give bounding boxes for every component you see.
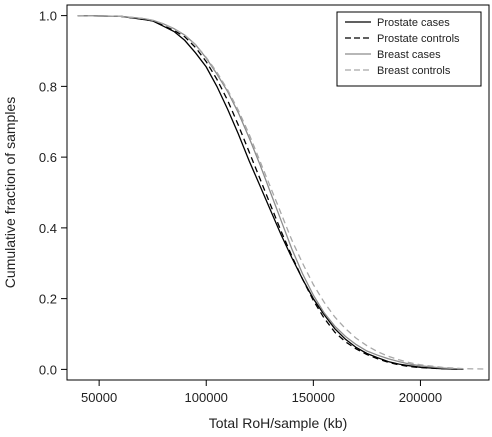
y-tick-label: 0.2 xyxy=(39,292,57,307)
y-axis: 0.0 0.2 0.4 0.6 0.8 1.0 xyxy=(39,9,67,377)
plot-frame xyxy=(66,4,490,381)
x-tick-label: 200000 xyxy=(399,390,442,405)
series-line-prostate-cases xyxy=(77,14,464,371)
x-tick-label: 150000 xyxy=(292,390,335,405)
y-tick-label: 0.0 xyxy=(39,362,57,377)
y-tick-label: 0.6 xyxy=(39,150,57,165)
legend-entry: Prostate cases xyxy=(377,17,450,29)
x-axis-label: Total RoH/sample (kb) xyxy=(209,415,348,431)
y-tick-label: 1.0 xyxy=(39,9,57,24)
series-line-breast-cases xyxy=(77,14,464,370)
series-layer xyxy=(77,14,485,371)
legend-box xyxy=(336,11,482,87)
series-line-breast-controls xyxy=(77,14,485,370)
legend: Prostate cases Prostate controls Breast ca… xyxy=(336,11,482,87)
x-tick-label: 50000 xyxy=(81,390,117,405)
y-axis-label: Cumulative fraction of samples xyxy=(2,97,18,288)
y-tick-label: 0.8 xyxy=(39,79,57,94)
x-tick-label: 100000 xyxy=(185,390,228,405)
legend-entry: Breast cases xyxy=(377,49,441,61)
y-tick-label: 0.4 xyxy=(39,221,57,236)
legend-entry: Prostate controls xyxy=(377,33,460,45)
x-axis: 50000 100000 150000 200000 xyxy=(81,380,442,405)
legend-entry: Breast controls xyxy=(377,65,451,77)
